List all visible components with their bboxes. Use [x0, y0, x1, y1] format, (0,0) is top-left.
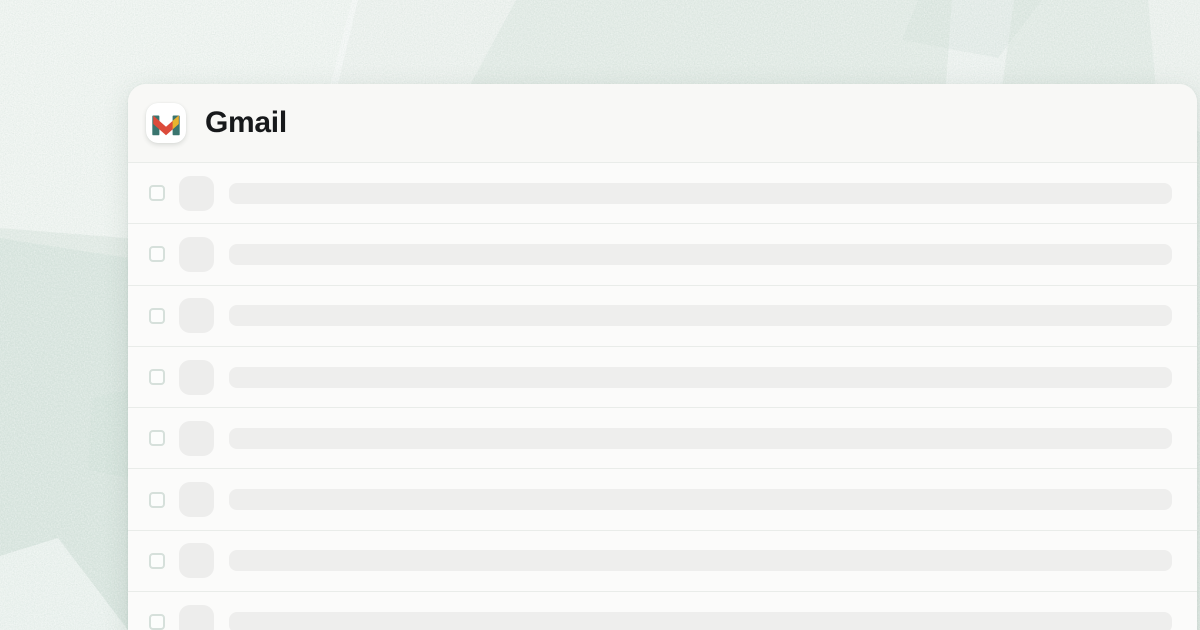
- email-checkbox[interactable]: [149, 185, 165, 202]
- sender-avatar-placeholder: [179, 236, 214, 272]
- email-row[interactable]: [128, 408, 1197, 470]
- email-text-placeholder: [229, 305, 1172, 327]
- email-list: [128, 163, 1197, 630]
- email-checkbox[interactable]: [149, 491, 165, 508]
- sender-avatar-placeholder: [179, 359, 214, 395]
- email-text-placeholder: [229, 366, 1172, 388]
- email-text-placeholder: [229, 243, 1172, 265]
- email-text-placeholder: [229, 182, 1172, 204]
- sender-avatar-placeholder: [179, 482, 214, 518]
- gmail-logo: [146, 103, 186, 143]
- email-row[interactable]: [128, 163, 1197, 225]
- sender-avatar-placeholder: [179, 604, 214, 630]
- sender-avatar-placeholder: [179, 420, 214, 456]
- email-checkbox[interactable]: [149, 614, 165, 630]
- email-text-placeholder: [229, 550, 1172, 572]
- email-checkbox[interactable]: [149, 552, 165, 569]
- email-row[interactable]: [128, 285, 1197, 347]
- sender-avatar-placeholder: [179, 175, 214, 211]
- email-checkbox[interactable]: [149, 430, 165, 447]
- email-row[interactable]: [128, 346, 1197, 409]
- app-title: Gmail: [205, 106, 287, 139]
- email-checkbox[interactable]: [149, 307, 165, 324]
- email-text-placeholder: [229, 489, 1172, 511]
- sender-avatar-placeholder: [179, 298, 214, 334]
- email-text-placeholder: [229, 611, 1172, 630]
- email-checkbox[interactable]: [149, 246, 165, 263]
- email-row[interactable]: [128, 469, 1197, 531]
- sender-avatar-placeholder: [179, 543, 214, 579]
- gmail-header: Gmail: [128, 84, 1197, 163]
- email-row[interactable]: [128, 530, 1197, 593]
- email-row[interactable]: [128, 592, 1197, 630]
- email-checkbox[interactable]: [149, 369, 165, 386]
- gmail-window: Gmail: [128, 84, 1197, 630]
- email-row[interactable]: [128, 224, 1197, 286]
- gmail-m-icon: [152, 115, 180, 136]
- email-text-placeholder: [229, 427, 1172, 449]
